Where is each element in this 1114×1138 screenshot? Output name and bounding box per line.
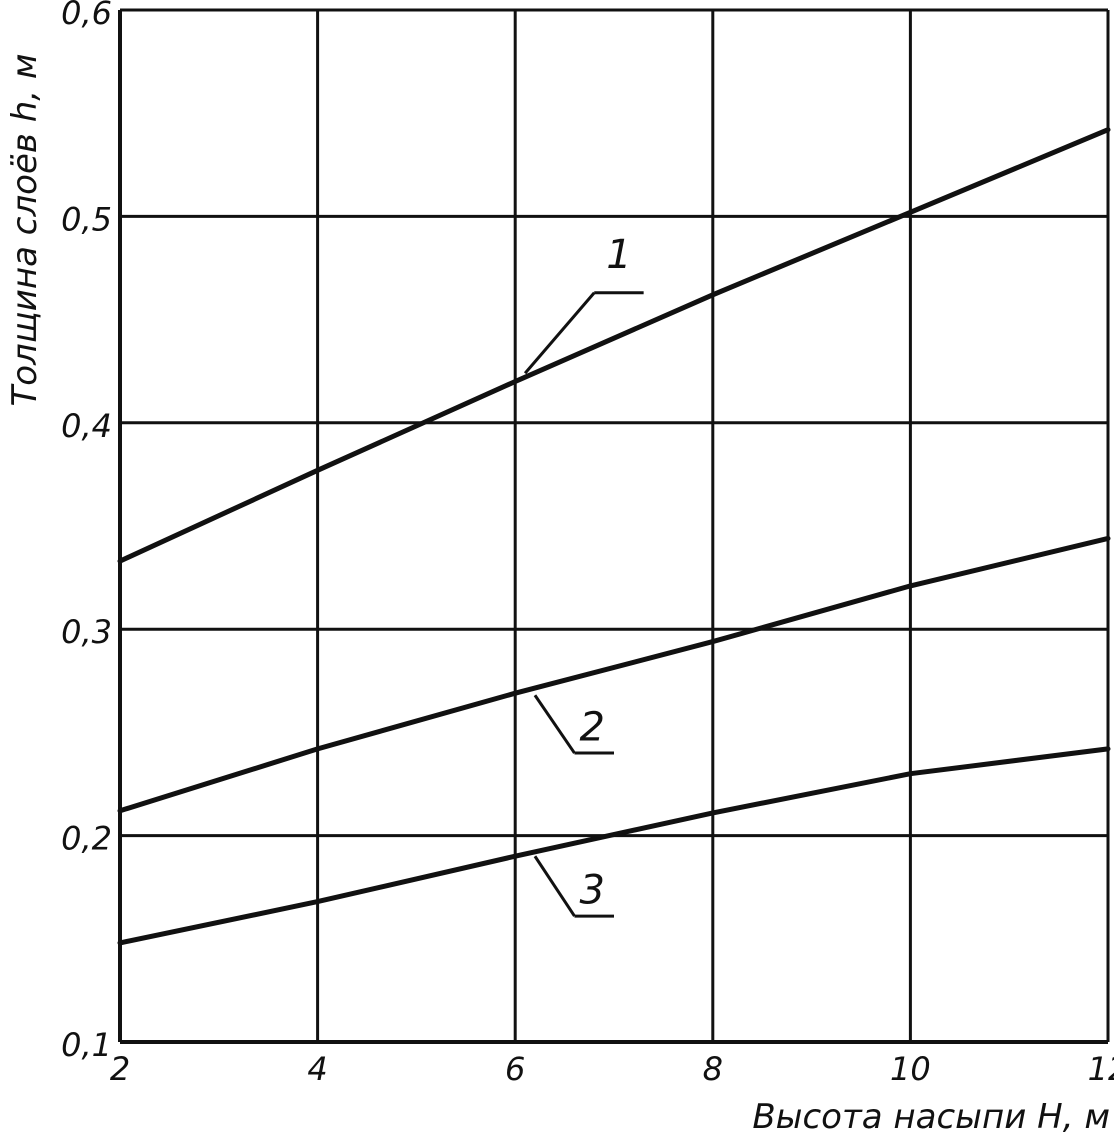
series-label-leaders: 1 2 3 (523, 232, 644, 918)
y-tick-label-3: 0,4 (61, 407, 112, 445)
y-tick-label-0: 0,1 (61, 1026, 112, 1064)
y-tick-label-1: 0,2 (61, 820, 112, 858)
series-label-1: 1 (606, 232, 631, 278)
y-tick-label-4: 0,5 (61, 200, 112, 238)
grid (118, 8, 1110, 1044)
series-leader-3 (533, 855, 576, 917)
y-tick-label-5: 0,6 (61, 0, 112, 32)
series-line-3 (117, 746, 1111, 946)
y-axis-label: Толщина слоёв h, м (5, 53, 45, 406)
series-leader-2 (533, 694, 576, 754)
tick-labels: 246810120,10,20,30,40,50,6 (61, 0, 1114, 1088)
series-line-1 (117, 127, 1111, 564)
x-tick-label-2: 2 (110, 1050, 130, 1088)
series-line-2 (117, 535, 1111, 814)
series-leader-1 (523, 291, 596, 375)
x-tick-label-12: 12 (1088, 1050, 1114, 1088)
x-tick-label-10: 10 (890, 1050, 931, 1088)
series-label-2: 2 (580, 705, 605, 751)
series-lines (117, 127, 1111, 946)
x-tick-label-8: 8 (703, 1050, 723, 1088)
y-tick-label-2: 0,3 (61, 613, 112, 651)
x-tick-label-4: 4 (307, 1050, 327, 1088)
x-tick-label-6: 6 (505, 1050, 525, 1088)
series-label-3: 3 (580, 868, 605, 914)
x-axis-label: Высота насыпи H, м (752, 1097, 1110, 1137)
